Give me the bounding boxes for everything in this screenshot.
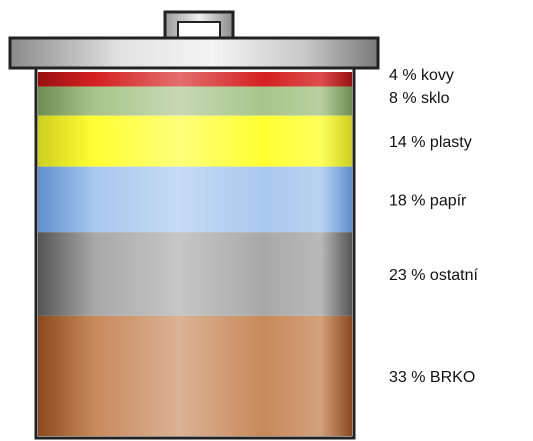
label-kovy: 4 % kovy xyxy=(389,67,454,84)
bin-lid xyxy=(8,36,380,70)
label-ostatní: 23 % ostatní xyxy=(389,267,479,284)
segment-plasty xyxy=(38,115,352,167)
segment-sklo xyxy=(38,86,352,116)
bin-handle-inner xyxy=(177,21,221,39)
bin-segments xyxy=(38,72,352,436)
segment-labels: 4 % kovy 8 % sklo 14 % plasty 18 % papír 23 … xyxy=(389,67,479,386)
label-BRKO: 33 % BRKO xyxy=(389,369,475,386)
segment-kovy xyxy=(38,72,352,87)
label-plasty: 14 % plasty xyxy=(389,134,472,151)
segment-BRKO xyxy=(38,315,352,436)
label-papír: 18 % papír xyxy=(389,192,467,209)
segment-ostatní xyxy=(38,232,352,316)
segment-papír xyxy=(38,166,352,233)
label-sklo: 8 % sklo xyxy=(389,90,450,107)
